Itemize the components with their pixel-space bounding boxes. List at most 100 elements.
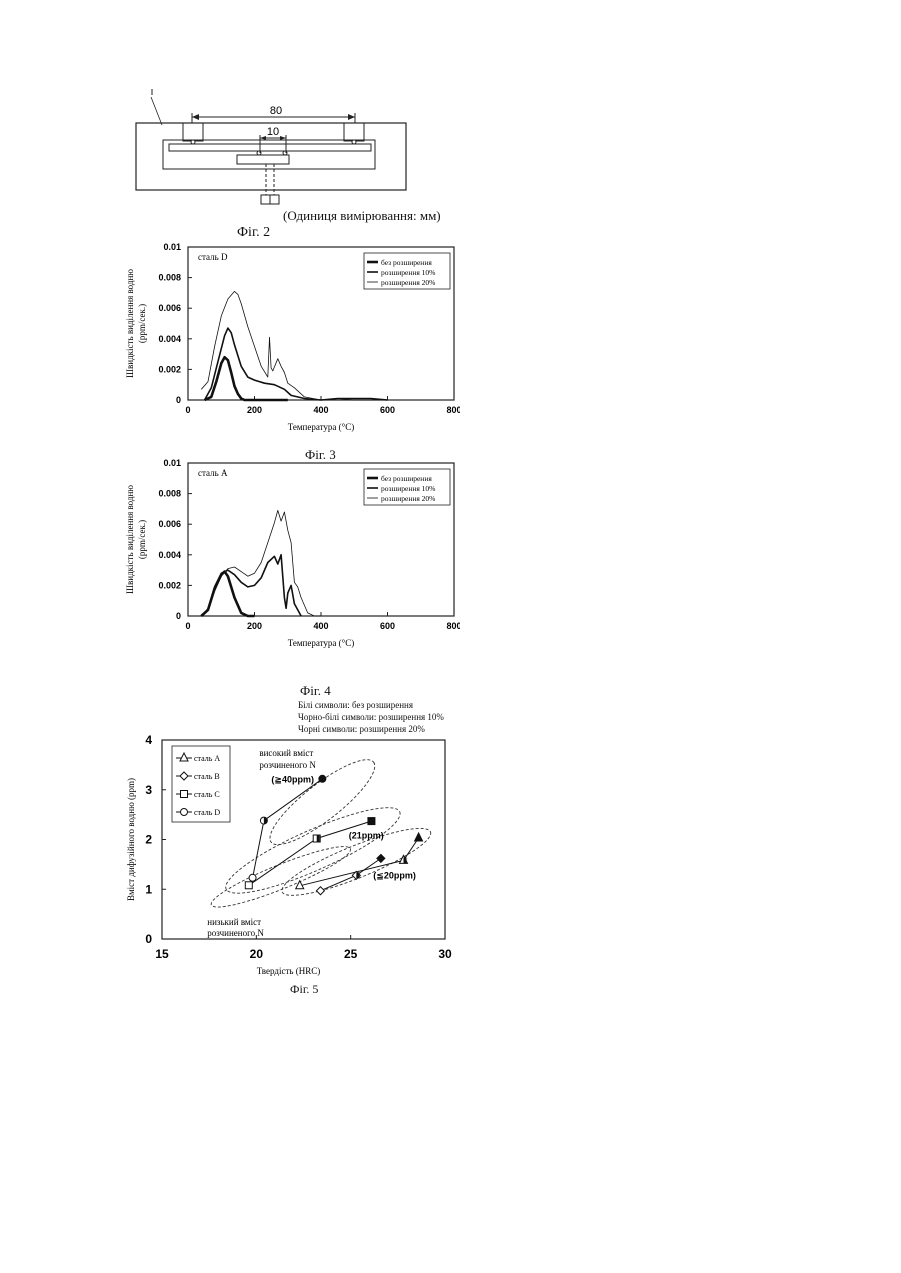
annotation-low-line2: розчиненого N [207, 928, 264, 938]
legend-label: розширення 20% [381, 278, 435, 287]
x-tick-label: 0 [185, 405, 190, 415]
y-tick-label: 0 [145, 932, 152, 946]
legend-label: розширення 10% [381, 268, 435, 277]
series-line-3 [201, 291, 387, 400]
x-axis-title: Твердість (HRC) [257, 966, 320, 976]
x-tick-label: 0 [185, 621, 190, 631]
dim-total-label: 80 [270, 105, 282, 117]
y-axis-unit: (ppm/сек.) [137, 304, 147, 343]
steel-label: сталь A [198, 468, 228, 478]
y-tick-label: 4 [145, 733, 152, 747]
dim-inner-label: 10 [267, 126, 279, 138]
y-tick-label: 0.002 [158, 364, 181, 374]
data-point-triangle-shape [415, 833, 423, 841]
data-point-circle [260, 817, 267, 824]
x-tick-label: 400 [313, 621, 328, 631]
fig2-drawing: 80 10 [126, 85, 416, 220]
series-line-3 [201, 510, 321, 616]
data-point-square-shape [245, 882, 252, 889]
unit-note: (Одиниця вимірювання: мм) [283, 208, 441, 224]
series-line-1 [201, 572, 254, 616]
y-tick-label: 0.006 [158, 303, 181, 313]
annotation-low-ppm: (≦20ppm) [373, 870, 416, 880]
y-tick-label: 0.01 [163, 458, 181, 468]
x-tick-label: 400 [313, 405, 328, 415]
data-point-diamond [316, 887, 324, 895]
data-point-square [245, 882, 252, 889]
x-axis-title: Температура (°C) [288, 638, 355, 648]
data-point-circle-shape [319, 775, 326, 782]
data-point-triangle [415, 833, 423, 841]
y-axis-title: Вміст дифузійного водню (ppm) [126, 778, 136, 901]
note-half: Чорно-білі символи: розширення 10% [298, 711, 444, 723]
x-tick-label: 200 [247, 621, 262, 631]
y-axis-unit: (ppm/сек.) [137, 520, 147, 559]
data-point-square [313, 835, 320, 842]
annotation-high-ppm: (≧40ppm) [271, 774, 314, 784]
legend-label: сталь B [194, 772, 220, 781]
y-tick-label: 0.008 [158, 489, 181, 499]
y-tick-label: 0 [176, 611, 181, 621]
legend-label: без розширення [381, 258, 432, 267]
legend-marker-shape [181, 791, 188, 798]
steel-label: сталь D [198, 252, 228, 262]
data-point-circle [319, 775, 326, 782]
tds-chart-steel-a: 0 0.002 0.004 0.006 0.008 0.01 0 200 400 600 800 Те… [120, 456, 460, 656]
tds-chart-steel-d: 0 0.002 0.004 0.006 0.008 0.01 0 200 400 600 800 Те… [120, 240, 460, 440]
y-tick-label: 0.006 [158, 519, 181, 529]
series-line-diamond [321, 858, 381, 890]
data-point-diamond-shape [316, 887, 324, 895]
y-tick-label: 0 [176, 395, 181, 405]
y-tick-label: 1 [145, 882, 152, 896]
annotation-mid-ppm: (21ppm) [349, 831, 384, 841]
x-tick-label: 200 [247, 405, 262, 415]
data-point-diamond [377, 854, 385, 862]
x-tick-label: 20 [250, 947, 264, 961]
symbol-notes: Білі символи: без розширення Чорно-білі … [298, 699, 444, 735]
hardness-hydrogen-chart: 0 1 2 3 4 15 20 25 30 Твердість (HRC) Вміст дифузі… [118, 732, 463, 977]
legend-label: розширення 10% [381, 484, 435, 493]
fig5-caption: Фіг. 5 [290, 982, 318, 997]
y-axis-title: Швидкість виділення водню [125, 485, 135, 594]
x-axis-title: Температура (°C) [288, 422, 355, 432]
annotation-low-line1: низький вміст [207, 917, 261, 927]
data-point-circle-shape [249, 874, 256, 881]
y-tick-label: 3 [145, 783, 152, 797]
legend-label: сталь D [194, 808, 220, 817]
y-tick-label: 0.002 [158, 580, 181, 590]
x-tick-label: 30 [438, 947, 452, 961]
annotation-high-line1: високий вміст [259, 748, 313, 758]
legend-marker [181, 791, 188, 798]
legend-label: сталь C [194, 790, 220, 799]
x-tick-label: 800 [446, 621, 460, 631]
legend-label: сталь A [194, 754, 220, 763]
x-tick-label: 600 [380, 405, 395, 415]
fig4-caption: Фіг. 4 [300, 683, 331, 699]
grouping-ellipse [207, 838, 355, 916]
x-tick-label: 800 [446, 405, 460, 415]
y-axis-title: Швидкість виділення водню [125, 269, 135, 378]
data-point-square-half [317, 836, 320, 842]
annotation-high-line2: розчиненого N [259, 760, 316, 770]
y-tick-label: 0.008 [158, 273, 181, 283]
x-tick-label: 25 [344, 947, 358, 961]
y-tick-label: 0.004 [158, 550, 181, 560]
fig2-caption: Фіг. 2 [237, 225, 270, 241]
data-point-diamond-shape [377, 854, 385, 862]
data-point-triangle-half [403, 857, 406, 863]
y-tick-label: 0.01 [163, 242, 181, 252]
data-point-square-shape [368, 818, 375, 825]
note-white: Білі символи: без розширення [298, 699, 444, 711]
data-point-diamond-half [356, 872, 359, 878]
x-tick-label: 15 [155, 947, 169, 961]
fixture-diagram: 80 10 [126, 85, 416, 220]
legend-marker-shape [181, 809, 188, 816]
grouping-ellipse [218, 794, 408, 908]
legend-label: без розширення [381, 474, 432, 483]
x-tick-label: 600 [380, 621, 395, 631]
y-tick-label: 0.004 [158, 334, 181, 344]
legend-label: розширення 20% [381, 494, 435, 503]
y-tick-label: 2 [145, 833, 152, 847]
legend-marker [181, 809, 188, 816]
data-point-square [368, 818, 375, 825]
